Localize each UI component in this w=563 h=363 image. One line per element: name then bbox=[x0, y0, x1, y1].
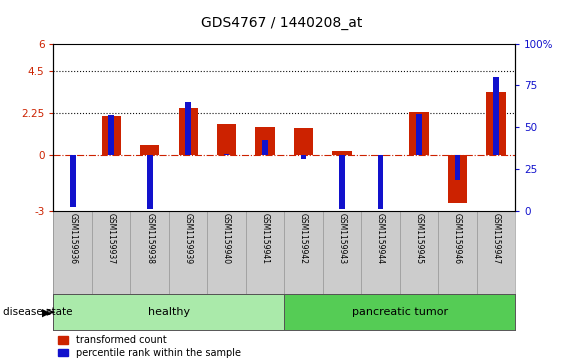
Bar bbox=[108, 115, 114, 155]
Bar bbox=[53, 211, 92, 294]
Bar bbox=[454, 155, 461, 180]
Text: healthy: healthy bbox=[148, 307, 190, 317]
Bar bbox=[493, 77, 499, 155]
Bar bbox=[294, 128, 313, 155]
Bar bbox=[448, 155, 467, 203]
Text: GSM1159938: GSM1159938 bbox=[145, 213, 154, 264]
Text: GSM1159944: GSM1159944 bbox=[376, 213, 385, 264]
Bar bbox=[400, 211, 438, 294]
Text: pancreatic tumor: pancreatic tumor bbox=[352, 307, 448, 317]
Text: GSM1159937: GSM1159937 bbox=[107, 213, 115, 264]
Bar bbox=[224, 154, 230, 155]
Bar bbox=[246, 211, 284, 294]
Bar bbox=[147, 155, 153, 209]
Bar bbox=[361, 211, 400, 294]
Text: GSM1159943: GSM1159943 bbox=[338, 213, 346, 264]
Text: GSM1159947: GSM1159947 bbox=[491, 213, 501, 264]
Bar bbox=[217, 124, 236, 155]
Bar bbox=[169, 211, 207, 294]
Text: GSM1159939: GSM1159939 bbox=[184, 213, 193, 264]
Text: GSM1159945: GSM1159945 bbox=[414, 213, 423, 264]
Bar bbox=[438, 211, 477, 294]
Bar bbox=[486, 92, 506, 155]
Bar bbox=[207, 211, 246, 294]
Bar bbox=[378, 155, 383, 209]
Bar bbox=[477, 211, 515, 294]
Text: ▶: ▶ bbox=[42, 307, 51, 317]
Text: GSM1159942: GSM1159942 bbox=[299, 213, 308, 264]
Bar bbox=[178, 107, 198, 155]
Bar bbox=[301, 155, 306, 159]
Bar bbox=[185, 102, 191, 155]
Bar bbox=[262, 140, 268, 155]
Bar bbox=[409, 112, 428, 155]
Text: GSM1159936: GSM1159936 bbox=[68, 213, 77, 264]
Text: GDS4767 / 1440208_at: GDS4767 / 1440208_at bbox=[201, 16, 362, 30]
Bar bbox=[53, 294, 284, 330]
Bar bbox=[323, 211, 361, 294]
Bar bbox=[92, 211, 131, 294]
Text: GSM1159946: GSM1159946 bbox=[453, 213, 462, 264]
Text: disease state: disease state bbox=[3, 307, 72, 317]
Legend: transformed count, percentile rank within the sample: transformed count, percentile rank withi… bbox=[59, 335, 241, 358]
Bar bbox=[284, 211, 323, 294]
Bar bbox=[131, 211, 169, 294]
Text: GSM1159941: GSM1159941 bbox=[261, 213, 270, 264]
Text: GSM1159940: GSM1159940 bbox=[222, 213, 231, 264]
Bar bbox=[284, 294, 515, 330]
Bar bbox=[332, 151, 352, 155]
Bar bbox=[416, 114, 422, 155]
Bar bbox=[371, 155, 390, 156]
Bar bbox=[256, 127, 275, 155]
Bar bbox=[101, 116, 121, 155]
Bar bbox=[70, 155, 75, 207]
Bar bbox=[140, 145, 159, 155]
Bar bbox=[339, 155, 345, 209]
